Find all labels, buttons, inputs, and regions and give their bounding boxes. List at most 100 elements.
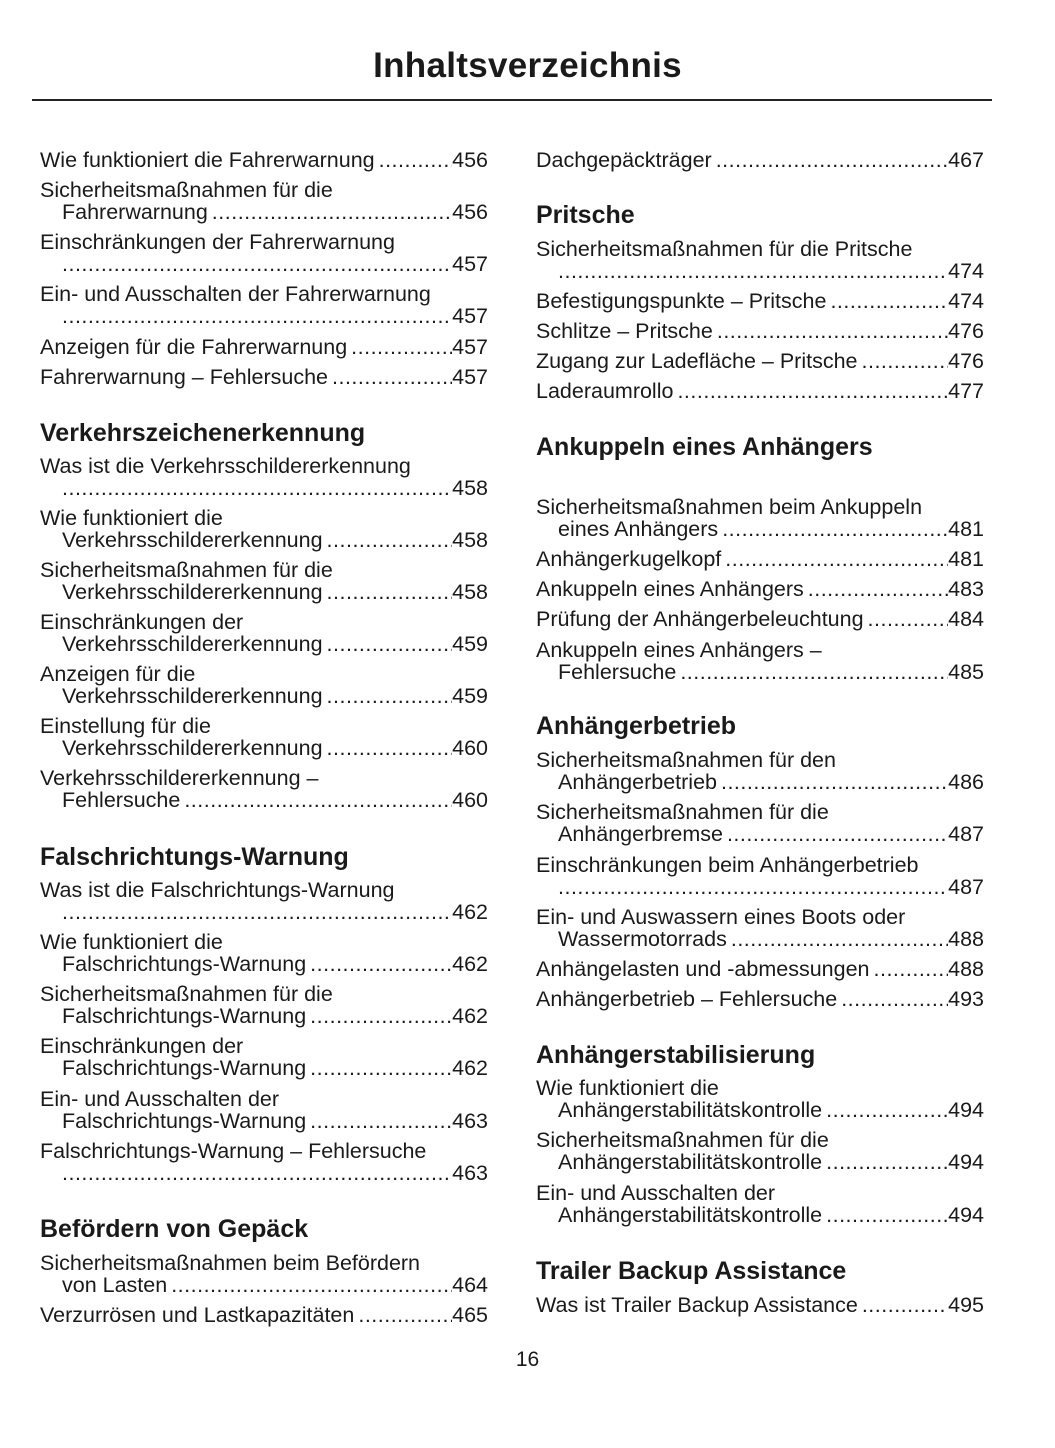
toc-entry-link[interactable]: Anhängerbetrieb – Fehlersuche...........… xyxy=(536,987,984,1011)
toc-entry-link[interactable]: Wassermotorrads.........................… xyxy=(558,927,984,951)
toc-entry-line[interactable]: Sicherheitsmaßnahmen für den xyxy=(536,748,984,772)
toc-entry-line[interactable]: Verkehrsschildererkennung – xyxy=(40,766,488,790)
toc-entry-line[interactable]: Sicherheitsmaßnahmen für die xyxy=(536,800,984,824)
toc-entry-link[interactable]: Befestigungspunkte – Pritsche...........… xyxy=(536,289,984,313)
entry-title: Ein- und Ausschalten der Fahrerwarnung xyxy=(40,282,431,306)
toc-entry-link[interactable]: Fehlersuche.............................… xyxy=(62,788,488,812)
dot-leader: ........................................… xyxy=(826,1098,948,1122)
entry-page-number: 467 xyxy=(948,148,984,172)
dot-leader: ........................................… xyxy=(326,580,453,604)
toc-entry-link[interactable]: Schlitze – Pritsche.....................… xyxy=(536,319,984,343)
toc-entry-line[interactable]: Was ist die Verkehrsschildererkennung xyxy=(40,454,488,478)
toc-entry-link[interactable]: ........................................… xyxy=(62,900,488,924)
page-number: 16 xyxy=(515,1348,540,1371)
toc-entry-link[interactable]: von Lasten..............................… xyxy=(62,1273,488,1297)
toc-entry-link[interactable]: ........................................… xyxy=(62,304,488,328)
toc-entry-line[interactable]: Ein- und Ausschalten der Fahrerwarnung xyxy=(40,282,488,306)
toc-entry-link[interactable]: ........................................… xyxy=(62,252,488,276)
entry-title: Anhängerbetrieb xyxy=(558,770,717,794)
toc-entry-line[interactable]: Wie funktioniert die xyxy=(536,1076,984,1100)
entry-title: von Lasten xyxy=(62,1273,168,1297)
toc-entry-link[interactable]: Anhängerbremse..........................… xyxy=(558,822,984,846)
dot-leader: ........................................… xyxy=(677,379,948,403)
dot-leader: ........................................… xyxy=(716,319,948,343)
toc-entry-link[interactable]: Anhängerstabilitätskontrolle............… xyxy=(558,1150,984,1174)
toc-entry-line[interactable]: Sicherheitsmaßnahmen für die xyxy=(40,558,488,582)
entry-page-number: 458 xyxy=(452,476,488,500)
entry-title: Wassermotorrads xyxy=(558,927,727,951)
toc-entry-link[interactable]: Verzurrösen und Lastkapazitäten.........… xyxy=(40,1303,488,1327)
toc-entry-line[interactable]: Einschränkungen beim Anhängerbetrieb xyxy=(536,853,984,877)
dot-leader: ........................................… xyxy=(873,957,949,981)
toc-entry-line[interactable]: Falschrichtungs-Warnung – Fehlersuche xyxy=(40,1139,488,1163)
toc-entry-link[interactable]: Anhängerstabilitätskontrolle............… xyxy=(558,1098,984,1122)
entry-title: Fehlersuche xyxy=(62,788,181,812)
toc-entry-link[interactable]: Anhängerstabilitätskontrolle............… xyxy=(558,1203,984,1227)
toc-entry-link[interactable]: Zugang zur Ladefläche – Pritsche........… xyxy=(536,349,984,373)
entry-title: Anzeigen für die Fahrerwarnung xyxy=(40,335,348,359)
toc-entry-line[interactable]: Sicherheitsmaßnahmen für die Pritsche xyxy=(536,237,984,261)
toc-entry-line[interactable]: Einschränkungen der Fahrerwarnung xyxy=(40,230,488,254)
toc-entry-link[interactable]: Falschrichtungs-Warnung.................… xyxy=(62,1004,488,1028)
toc-entry-line[interactable]: Ein- und Auswassern eines Boots oder xyxy=(536,905,984,929)
dot-leader: ........................................… xyxy=(841,987,948,1011)
dot-leader: ........................................… xyxy=(62,476,452,500)
toc-entry-link[interactable]: ........................................… xyxy=(558,875,984,899)
toc-entry-link[interactable]: Verkehrsschildererkennung...............… xyxy=(62,528,488,552)
toc-entry-link[interactable]: Verkehrsschildererkennung...............… xyxy=(62,736,488,760)
toc-entry-link[interactable]: Prüfung der Anhängerbeleuchtung.........… xyxy=(536,607,984,631)
toc-entry-link[interactable]: Fahrerwarnung – Fehlersuche.............… xyxy=(40,365,488,389)
entry-title: Anhängerstabilitätskontrolle xyxy=(558,1150,823,1174)
toc-entry-link[interactable]: Anzeigen für die Fahrerwarnung..........… xyxy=(40,335,488,359)
entry-page-number: 476 xyxy=(948,349,984,373)
toc-entry-line[interactable]: Anzeigen für die xyxy=(40,662,488,686)
dot-leader: ........................................… xyxy=(730,927,948,951)
toc-entry-link[interactable]: ........................................… xyxy=(62,1161,488,1185)
toc-entry-link[interactable]: Dachgepäckträger........................… xyxy=(536,148,984,172)
toc-entry-line[interactable]: Sicherheitsmaßnahmen für die xyxy=(40,178,488,202)
toc-entry-line[interactable]: Was ist die Falschrichtungs-Warnung xyxy=(40,878,488,902)
toc-entry-link[interactable]: Anhängelasten und -abmessungen..........… xyxy=(536,957,984,981)
toc-entry-link[interactable]: Fahrerwarnung...........................… xyxy=(62,200,488,224)
toc-entry-line[interactable]: Sicherheitsmaßnahmen für die xyxy=(536,1128,984,1152)
toc-entry-link[interactable]: ........................................… xyxy=(558,259,984,283)
toc-entry-link[interactable]: ........................................… xyxy=(62,476,488,500)
toc-entry-link[interactable]: Was ist Trailer Backup Assistance.......… xyxy=(536,1293,984,1317)
toc-entry-line[interactable]: Sicherheitsmaßnahmen beim Ankuppeln xyxy=(536,495,984,519)
toc-entry-link[interactable]: Falschrichtungs-Warnung.................… xyxy=(62,952,488,976)
entry-title: Laderaumrollo xyxy=(536,379,674,403)
toc-entry-link[interactable]: eines Anhängers.........................… xyxy=(558,517,984,541)
toc-entry-line[interactable]: Ein- und Ausschalten der xyxy=(40,1087,488,1111)
toc-entry-link[interactable]: Falschrichtungs-Warnung.................… xyxy=(62,1056,488,1080)
toc-entry-link[interactable]: Falschrichtungs-Warnung.................… xyxy=(62,1109,488,1133)
toc-entry-line[interactable]: Sicherheitsmaßnahmen beim Befördern xyxy=(40,1251,488,1275)
toc-entry-line[interactable]: Einstellung für die xyxy=(40,714,488,738)
toc-entry-link[interactable]: Verkehrsschildererkennung...............… xyxy=(62,632,488,656)
toc-entry-link[interactable]: Verkehrsschildererkennung...............… xyxy=(62,684,488,708)
dot-leader: ........................................… xyxy=(62,900,452,924)
entry-title: Sicherheitsmaßnahmen für den xyxy=(536,748,836,772)
toc-entry-link[interactable]: Fehlersuche.............................… xyxy=(558,660,984,684)
entry-page-number: 476 xyxy=(948,319,984,343)
entry-page-number: 459 xyxy=(452,632,488,656)
toc-entry-line[interactable]: Einschränkungen der xyxy=(40,610,488,634)
toc-entry-link[interactable]: Verkehrsschildererkennung...............… xyxy=(62,580,488,604)
toc-entry-line[interactable]: Wie funktioniert die xyxy=(40,506,488,530)
entry-page-number: 462 xyxy=(452,952,488,976)
toc-entry-link[interactable]: Anhängerbetrieb.........................… xyxy=(558,770,984,794)
dot-leader: ........................................… xyxy=(861,1293,948,1317)
toc-entry-link[interactable]: Ankuppeln eines Anhängers...............… xyxy=(536,577,984,601)
entry-page-number: 493 xyxy=(948,987,984,1011)
toc-entry-line[interactable]: Ein- und Ausschalten der xyxy=(536,1181,984,1205)
entry-title: Ein- und Auswassern eines Boots oder xyxy=(536,905,906,929)
dot-leader: ........................................… xyxy=(332,365,452,389)
toc-entry-line[interactable]: Ankuppeln eines Anhängers – xyxy=(536,638,984,662)
toc-entry-line[interactable]: Wie funktioniert die xyxy=(40,930,488,954)
entry-title: Fehlersuche xyxy=(558,660,677,684)
toc-entry-link[interactable]: Anhängerkugelkopf.......................… xyxy=(536,547,984,571)
dot-leader: ........................................… xyxy=(62,1161,452,1185)
toc-entry-link[interactable]: Laderaumrollo...........................… xyxy=(536,379,984,403)
toc-entry-line[interactable]: Einschränkungen der xyxy=(40,1034,488,1058)
toc-entry-link[interactable]: Wie funktioniert die Fahrerwarnung......… xyxy=(40,148,488,172)
toc-entry-line[interactable]: Sicherheitsmaßnahmen für die xyxy=(40,982,488,1006)
